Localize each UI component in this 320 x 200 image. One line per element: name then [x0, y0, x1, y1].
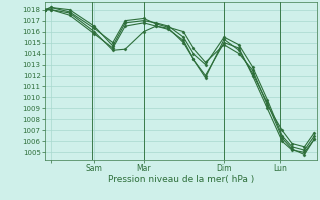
X-axis label: Pression niveau de la mer( hPa ): Pression niveau de la mer( hPa ): [108, 175, 254, 184]
